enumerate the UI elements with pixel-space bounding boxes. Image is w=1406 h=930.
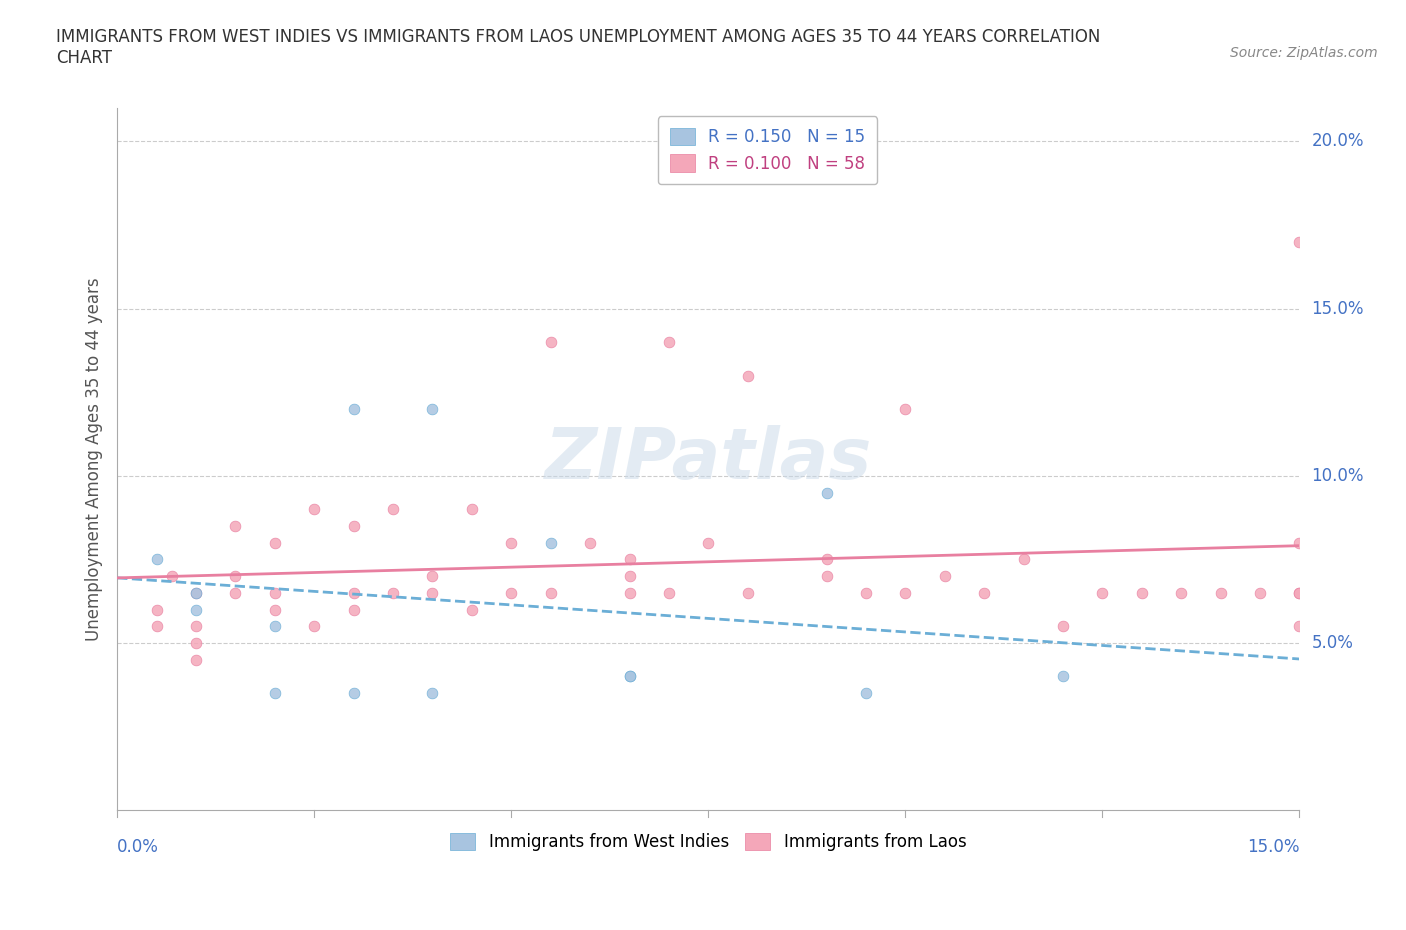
Point xyxy=(1052,669,1074,684)
Point xyxy=(343,519,366,534)
Point xyxy=(1052,618,1074,633)
Point xyxy=(1288,234,1310,249)
Text: IMMIGRANTS FROM WEST INDIES VS IMMIGRANTS FROM LAOS UNEMPLOYMENT AMONG AGES 35 T: IMMIGRANTS FROM WEST INDIES VS IMMIGRANT… xyxy=(56,28,1101,67)
Point xyxy=(619,569,641,584)
Point xyxy=(619,669,641,684)
Point xyxy=(302,618,325,633)
Point xyxy=(184,652,207,667)
Point xyxy=(1091,586,1114,601)
Y-axis label: Unemployment Among Ages 35 to 44 years: Unemployment Among Ages 35 to 44 years xyxy=(86,277,103,641)
Point xyxy=(343,602,366,617)
Text: 5.0%: 5.0% xyxy=(1312,634,1353,652)
Point xyxy=(184,618,207,633)
Point xyxy=(302,502,325,517)
Point xyxy=(658,335,681,350)
Point xyxy=(737,586,759,601)
Point xyxy=(540,335,562,350)
Point xyxy=(501,586,523,601)
Point xyxy=(697,536,720,551)
Point xyxy=(343,685,366,700)
Point xyxy=(540,536,562,551)
Point xyxy=(184,586,207,601)
Text: 15.0%: 15.0% xyxy=(1312,299,1364,318)
Point xyxy=(263,618,285,633)
Point xyxy=(815,485,838,500)
Point xyxy=(162,569,184,584)
Point xyxy=(422,586,444,601)
Point xyxy=(1288,536,1310,551)
Point xyxy=(579,536,602,551)
Point xyxy=(145,602,167,617)
Point xyxy=(1288,586,1310,601)
Text: Source: ZipAtlas.com: Source: ZipAtlas.com xyxy=(1230,46,1378,60)
Point xyxy=(1130,586,1153,601)
Point xyxy=(263,586,285,601)
Point xyxy=(343,402,366,417)
Point xyxy=(1209,586,1232,601)
Point xyxy=(1327,586,1350,601)
Point xyxy=(422,402,444,417)
Text: 10.0%: 10.0% xyxy=(1312,467,1364,485)
Point xyxy=(815,552,838,567)
Point xyxy=(263,602,285,617)
Point xyxy=(422,569,444,584)
Point xyxy=(619,552,641,567)
Point xyxy=(263,536,285,551)
Point xyxy=(1288,586,1310,601)
Point xyxy=(658,586,681,601)
Point xyxy=(145,618,167,633)
Point xyxy=(894,402,917,417)
Point xyxy=(184,635,207,650)
Point xyxy=(619,586,641,601)
Point xyxy=(224,586,246,601)
Point xyxy=(145,552,167,567)
Point xyxy=(540,586,562,601)
Point xyxy=(184,602,207,617)
Point xyxy=(1170,586,1192,601)
Point xyxy=(1288,618,1310,633)
Point xyxy=(855,685,877,700)
Point xyxy=(501,536,523,551)
Point xyxy=(184,586,207,601)
Point xyxy=(855,586,877,601)
Text: 15.0%: 15.0% xyxy=(1247,838,1299,857)
Point xyxy=(973,586,995,601)
Point xyxy=(1012,552,1035,567)
Point xyxy=(619,669,641,684)
Text: 0.0%: 0.0% xyxy=(117,838,159,857)
Point xyxy=(382,502,405,517)
Point xyxy=(894,586,917,601)
Point xyxy=(382,586,405,601)
Point xyxy=(263,685,285,700)
Point xyxy=(461,602,484,617)
Point xyxy=(737,368,759,383)
Text: 20.0%: 20.0% xyxy=(1312,132,1364,151)
Point xyxy=(1367,586,1389,601)
Point xyxy=(1249,586,1271,601)
Point xyxy=(934,569,956,584)
Point xyxy=(343,586,366,601)
Point xyxy=(224,569,246,584)
Point xyxy=(461,502,484,517)
Legend: Immigrants from West Indies, Immigrants from Laos: Immigrants from West Indies, Immigrants … xyxy=(443,827,973,858)
Point xyxy=(422,685,444,700)
Text: ZIPatlas: ZIPatlas xyxy=(544,425,872,494)
Point xyxy=(815,569,838,584)
Point xyxy=(224,519,246,534)
